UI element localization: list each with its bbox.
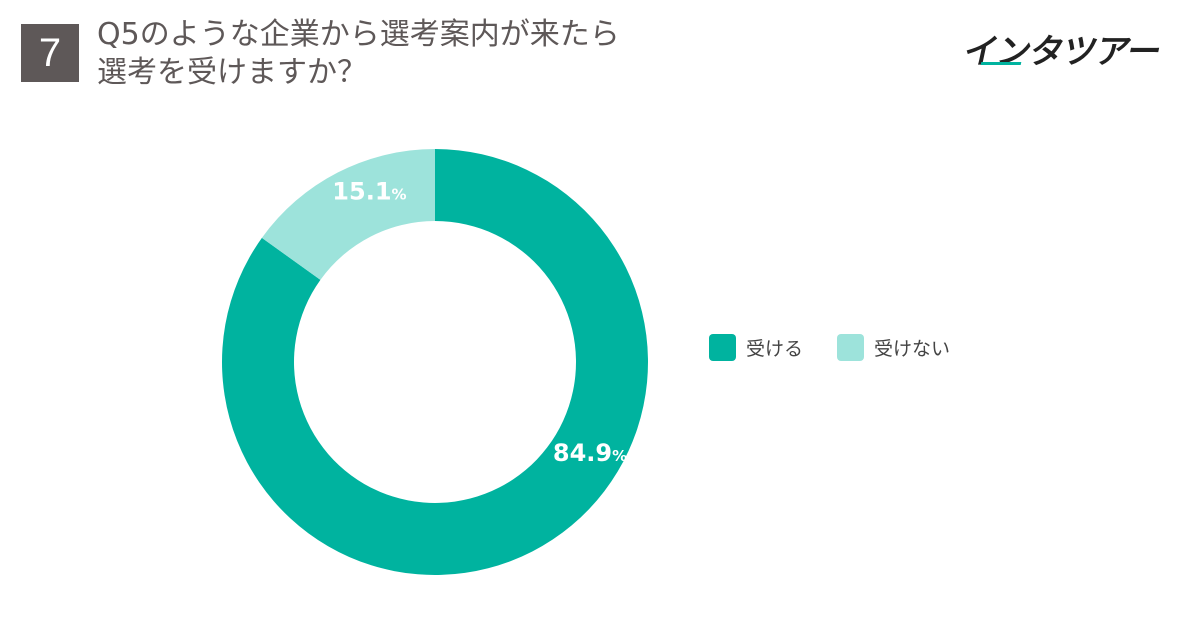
legend-label-accept: 受ける <box>746 338 804 360</box>
slice-accept <box>222 149 648 576</box>
legend-item-accept: 受ける <box>709 334 803 361</box>
title-line-1: Q5のような企業から選考案内が来たら <box>97 17 620 52</box>
slice-decline <box>261 149 435 280</box>
legend-swatch-accept <box>709 334 736 361</box>
legend-label-decline: 受けない <box>874 338 951 360</box>
legend-swatch-decline <box>837 334 865 361</box>
title-line-2: 選考を受けますか？ <box>97 55 367 90</box>
legend-item-decline: 受けない <box>837 334 950 361</box>
question-number-badge: 7 <box>21 24 79 82</box>
chart-title: Q5のような企業から選考案内が来たら 選考を受けますか？ <box>97 16 717 92</box>
chart-legend: 受ける 受けない <box>709 334 984 361</box>
